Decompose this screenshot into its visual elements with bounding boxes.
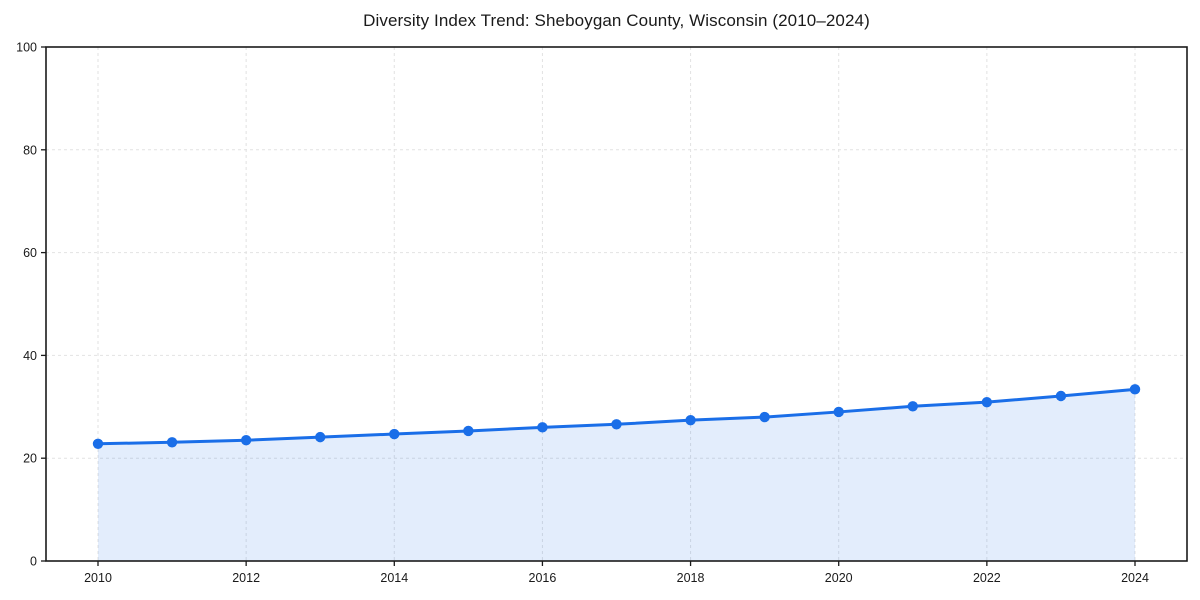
y-tick-label: 100 bbox=[16, 41, 37, 55]
data-point-2012 bbox=[240, 435, 252, 446]
data-point-2017 bbox=[611, 419, 622, 430]
data-point-2010 bbox=[92, 438, 104, 450]
data-point-2015 bbox=[463, 425, 474, 437]
data-point-2014 bbox=[389, 428, 400, 440]
y-tick-label: 60 bbox=[23, 246, 37, 260]
y-tick-label: 20 bbox=[23, 452, 37, 466]
y-tick-label: 0 bbox=[30, 555, 37, 569]
y-tick-label: 40 bbox=[23, 349, 37, 363]
data-point-2022 bbox=[981, 396, 993, 408]
data-point-2018 bbox=[685, 414, 696, 426]
plot-border bbox=[45, 46, 1188, 562]
x-tick-label: 2020 bbox=[825, 571, 853, 585]
x-tick-label: 2018 bbox=[677, 571, 705, 585]
data-point-2021 bbox=[907, 401, 918, 412]
data-point-2024 bbox=[1129, 384, 1141, 395]
x-tick-label: 2010 bbox=[84, 571, 112, 585]
area-fill bbox=[98, 389, 1135, 561]
x-tick-label: 2016 bbox=[529, 571, 557, 585]
x-tick-label: 2022 bbox=[973, 571, 1001, 585]
data-point-2019 bbox=[759, 411, 770, 423]
data-point-2013 bbox=[315, 431, 326, 443]
data-point-2023 bbox=[1055, 390, 1067, 402]
data-point-2020 bbox=[833, 406, 844, 418]
x-tick-label: 2024 bbox=[1121, 571, 1149, 585]
x-tick-label: 2014 bbox=[380, 571, 408, 585]
y-tick-label: 80 bbox=[23, 143, 37, 157]
data-point-2016 bbox=[537, 422, 548, 433]
x-tick-label: 2012 bbox=[232, 571, 260, 585]
chart-title: Diversity Index Trend: Sheboygan County,… bbox=[363, 11, 870, 30]
data-point-2011 bbox=[166, 437, 178, 448]
